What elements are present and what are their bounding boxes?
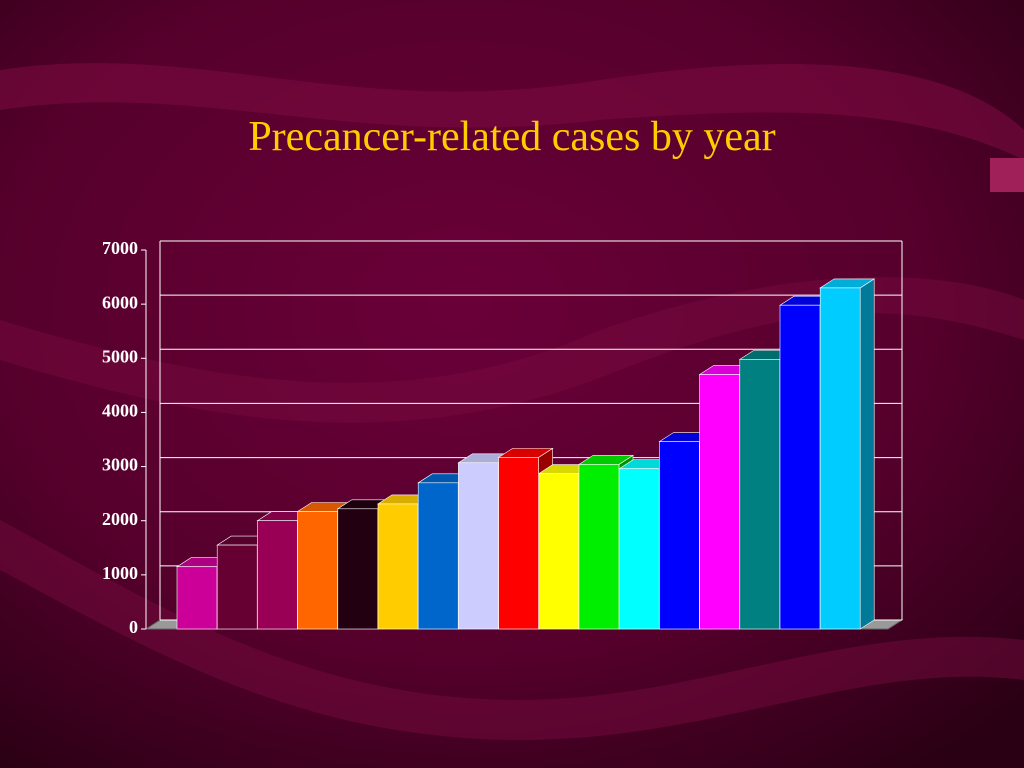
bar (578, 464, 620, 630)
bar (618, 468, 660, 630)
y-tick-label: 4000 (102, 401, 138, 421)
y-tick-label: 6000 (102, 292, 138, 312)
bar (659, 441, 700, 630)
bar (176, 566, 218, 630)
y-tick-label: 1000 (102, 563, 138, 583)
y-tick-label: 0 (129, 617, 138, 637)
bar (498, 457, 539, 630)
bar (297, 511, 338, 630)
y-tick-label: 2000 (102, 509, 138, 529)
bar-side (859, 278, 875, 630)
bar (417, 482, 459, 630)
y-tick-label: 7000 (102, 238, 138, 258)
decor-wave (0, 520, 1024, 740)
bar (819, 287, 861, 630)
plot-area: 0 1000 2000 3000 4000 5000 6000 7000 (102, 238, 904, 637)
bar (538, 473, 580, 630)
decor-wave (0, 277, 1024, 423)
chart-title: Precancer-related cases by year (248, 114, 775, 160)
bar (458, 462, 499, 630)
bar (779, 304, 821, 630)
bar (257, 520, 298, 630)
bar (337, 508, 379, 630)
bar (377, 503, 419, 630)
decor-wave (0, 63, 1024, 161)
y-tick-label: 3000 (102, 455, 138, 475)
bar (739, 359, 781, 630)
bar (216, 544, 258, 630)
y-tick-label: 5000 (102, 346, 138, 366)
decor-tab (990, 158, 1024, 192)
bar (699, 374, 740, 630)
